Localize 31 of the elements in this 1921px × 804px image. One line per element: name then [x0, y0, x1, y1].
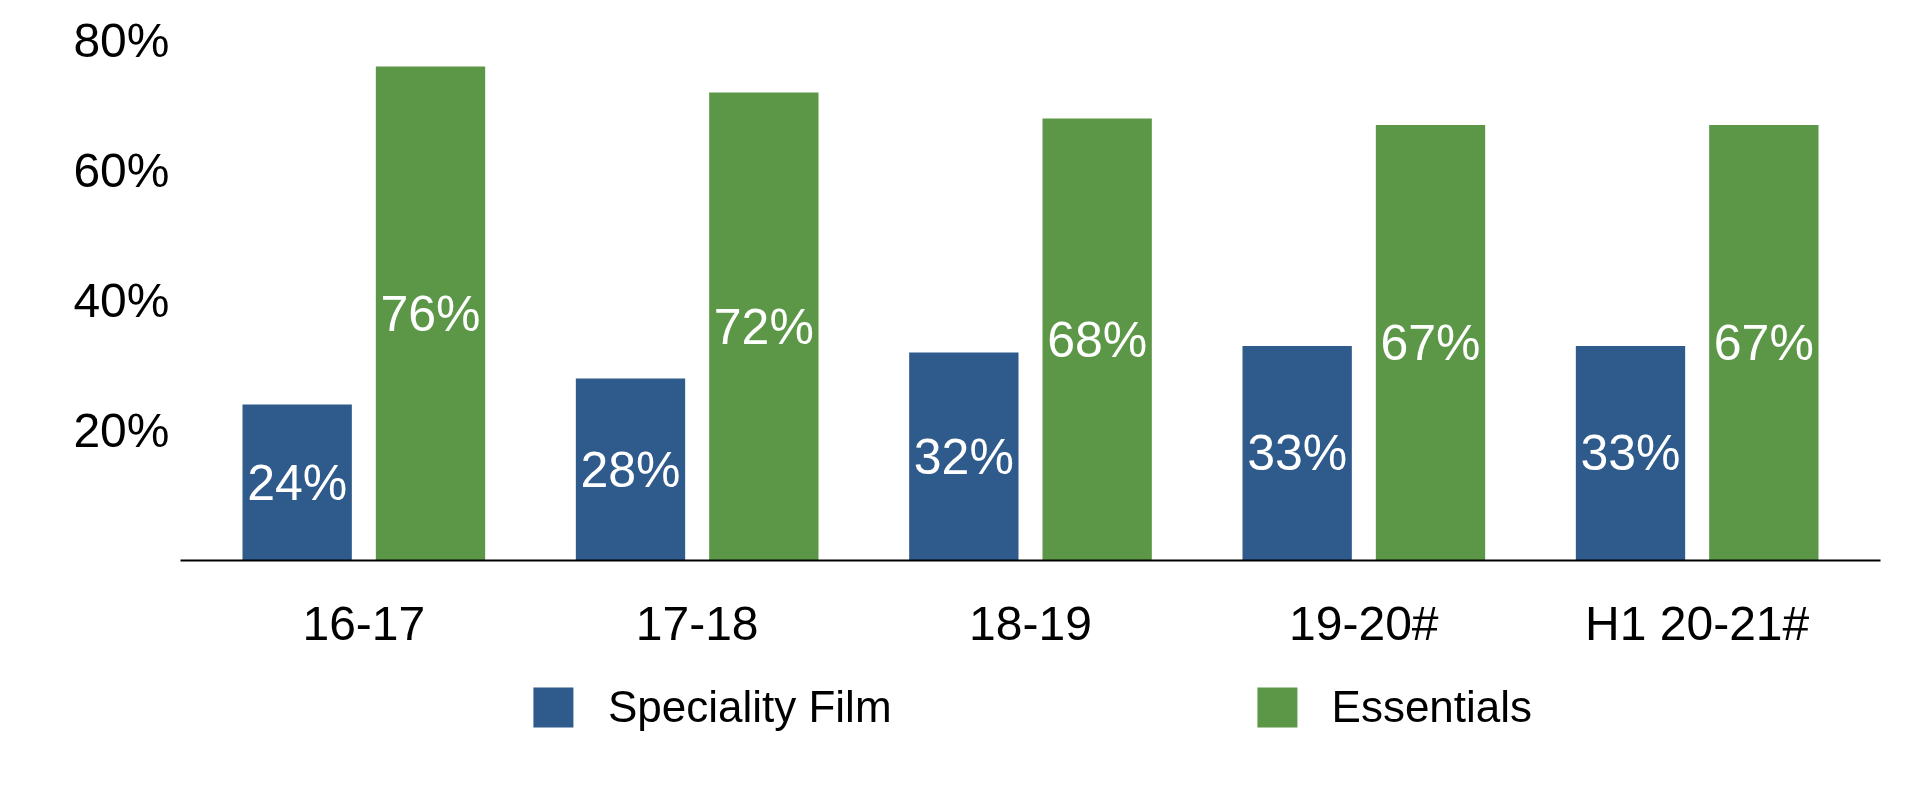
- bar: [1242, 346, 1352, 561]
- data-label: 76%: [380, 285, 481, 342]
- x-tick-label: 18-19: [969, 596, 1092, 650]
- bar: [1375, 125, 1486, 561]
- x-tick-label: 16-17: [302, 596, 426, 650]
- legend-label: Essentials: [1331, 682, 1533, 732]
- data-label: 32%: [913, 428, 1014, 485]
- bar: [1042, 118, 1152, 561]
- x-tick-label: 19-20#: [1289, 596, 1439, 650]
- bar: [575, 378, 686, 561]
- bar: [1575, 346, 1686, 561]
- data-label: 33%: [1580, 425, 1681, 482]
- y-tick-label: 60%: [73, 144, 170, 197]
- bar: [242, 404, 352, 561]
- x-tick-label: H1 20-21#: [1585, 596, 1810, 650]
- legend-label: Speciality Film: [607, 682, 892, 732]
- data-label: 68%: [1047, 311, 1148, 368]
- data-label: 67%: [1713, 314, 1814, 371]
- y-tick-label: 40%: [73, 274, 170, 327]
- data-label: 24%: [247, 454, 348, 511]
- bar: [1709, 125, 1819, 561]
- bar: [709, 92, 819, 561]
- data-label: 33%: [1247, 425, 1348, 482]
- x-tick-label: 17-18: [635, 596, 759, 650]
- y-tick-label: 20%: [73, 404, 170, 457]
- data-label: 67%: [1380, 314, 1481, 371]
- bar: [375, 66, 486, 561]
- data-label: 72%: [713, 298, 814, 355]
- data-label: 28%: [580, 441, 681, 498]
- y-tick-label: 80%: [73, 14, 170, 67]
- bar: [909, 352, 1019, 561]
